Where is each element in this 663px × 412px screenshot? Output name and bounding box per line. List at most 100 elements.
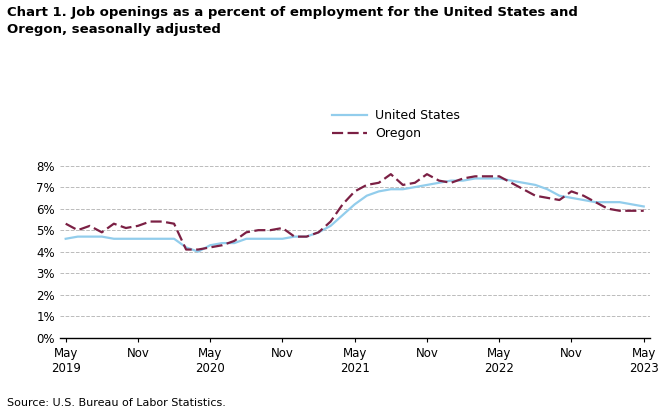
- United States: [182, 245, 190, 250]
- United States: [267, 236, 274, 241]
- Oregon: [290, 234, 298, 239]
- Oregon: [483, 174, 491, 179]
- Oregon: [423, 172, 431, 177]
- Oregon: [134, 223, 142, 228]
- Oregon: [62, 221, 70, 226]
- Oregon: [267, 228, 274, 233]
- United States: [640, 204, 648, 209]
- United States: [556, 193, 564, 198]
- Oregon: [110, 221, 118, 226]
- United States: [351, 202, 359, 207]
- United States: [375, 189, 383, 194]
- Oregon: [435, 178, 443, 183]
- United States: [531, 183, 539, 187]
- Oregon: [315, 230, 323, 235]
- United States: [218, 241, 226, 246]
- United States: [399, 187, 407, 192]
- United States: [568, 195, 575, 200]
- Oregon: [351, 189, 359, 194]
- Oregon: [531, 193, 539, 198]
- Oregon: [495, 174, 503, 179]
- United States: [507, 178, 515, 183]
- United States: [616, 200, 624, 205]
- United States: [628, 202, 636, 207]
- Oregon: [255, 228, 263, 233]
- Oregon: [194, 247, 202, 252]
- Oregon: [519, 187, 527, 192]
- United States: [363, 193, 371, 198]
- United States: [62, 236, 70, 241]
- United States: [435, 180, 443, 185]
- Oregon: [591, 200, 599, 205]
- Oregon: [568, 189, 575, 194]
- United States: [194, 249, 202, 254]
- United States: [544, 187, 552, 192]
- Oregon: [544, 195, 552, 200]
- Oregon: [471, 174, 479, 179]
- Oregon: [556, 197, 564, 202]
- United States: [206, 243, 214, 248]
- Oregon: [278, 225, 286, 230]
- Oregon: [158, 219, 166, 224]
- Oregon: [411, 180, 419, 185]
- United States: [327, 223, 335, 228]
- United States: [290, 234, 298, 239]
- United States: [230, 241, 238, 246]
- Oregon: [447, 180, 455, 185]
- United States: [579, 197, 587, 202]
- Oregon: [302, 234, 310, 239]
- United States: [170, 236, 178, 241]
- Oregon: [640, 208, 648, 213]
- Oregon: [122, 225, 130, 230]
- United States: [74, 234, 82, 239]
- United States: [98, 234, 106, 239]
- United States: [146, 236, 154, 241]
- United States: [315, 230, 323, 235]
- United States: [459, 178, 467, 183]
- United States: [411, 185, 419, 190]
- United States: [339, 213, 347, 218]
- United States: [495, 176, 503, 181]
- United States: [519, 180, 527, 185]
- United States: [387, 187, 394, 192]
- United States: [278, 236, 286, 241]
- United States: [591, 200, 599, 205]
- United States: [423, 183, 431, 187]
- United States: [134, 236, 142, 241]
- Line: Oregon: Oregon: [66, 174, 644, 250]
- Legend: United States, Oregon: United States, Oregon: [332, 109, 459, 140]
- Oregon: [206, 245, 214, 250]
- Oregon: [230, 239, 238, 243]
- Text: Chart 1. Job openings as a percent of employment for the United States and
Orego: Chart 1. Job openings as a percent of em…: [7, 6, 577, 36]
- Oregon: [327, 219, 335, 224]
- United States: [255, 236, 263, 241]
- United States: [302, 234, 310, 239]
- Oregon: [86, 223, 93, 228]
- United States: [122, 236, 130, 241]
- Oregon: [170, 221, 178, 226]
- Oregon: [603, 206, 611, 211]
- Oregon: [74, 228, 82, 233]
- United States: [471, 176, 479, 181]
- Oregon: [579, 193, 587, 198]
- Oregon: [218, 243, 226, 248]
- Oregon: [459, 176, 467, 181]
- Oregon: [243, 230, 251, 235]
- Oregon: [146, 219, 154, 224]
- Oregon: [363, 183, 371, 187]
- United States: [483, 176, 491, 181]
- Oregon: [507, 180, 515, 185]
- Oregon: [387, 172, 394, 177]
- United States: [110, 236, 118, 241]
- Oregon: [616, 208, 624, 213]
- United States: [603, 200, 611, 205]
- Oregon: [98, 230, 106, 235]
- Line: United States: United States: [66, 178, 644, 252]
- Oregon: [375, 180, 383, 185]
- Oregon: [182, 247, 190, 252]
- Oregon: [399, 183, 407, 187]
- Oregon: [628, 208, 636, 213]
- United States: [447, 178, 455, 183]
- United States: [158, 236, 166, 241]
- Oregon: [339, 202, 347, 207]
